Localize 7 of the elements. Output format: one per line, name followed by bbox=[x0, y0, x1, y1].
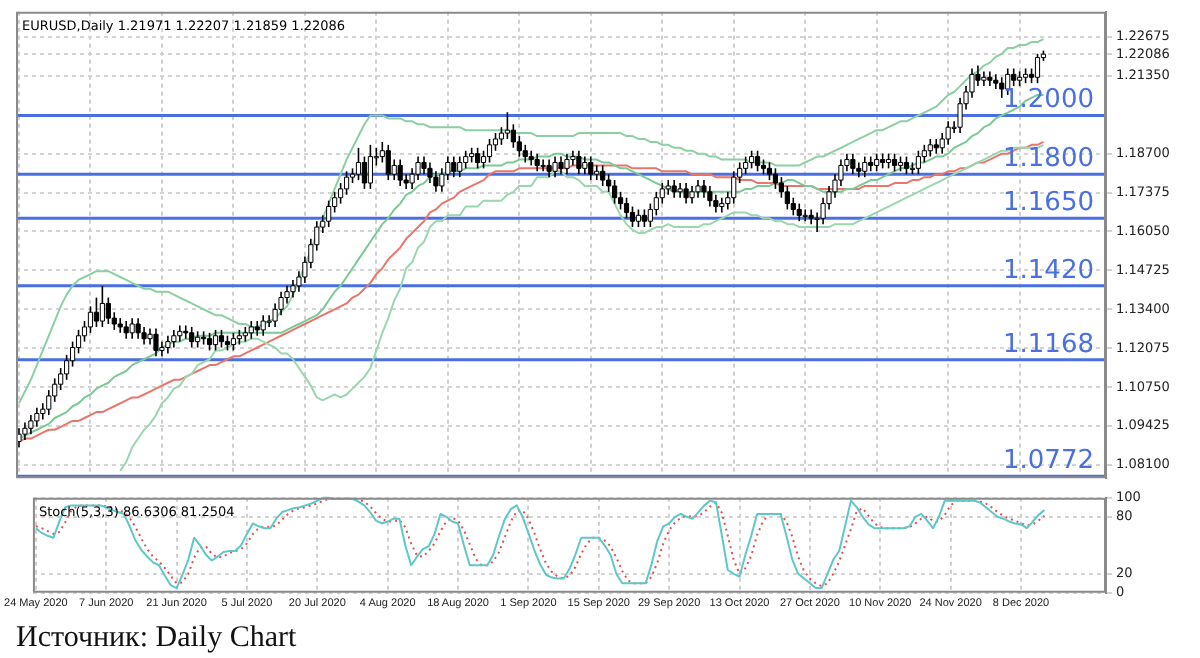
candlestick bbox=[564, 152, 570, 176]
ref-line-label: 1.1168 bbox=[1003, 329, 1094, 360]
ref-line-label: 1.1420 bbox=[1003, 255, 1094, 286]
text: Источник: Daily Chart bbox=[16, 622, 297, 656]
ref-line-label: 1.1800 bbox=[1003, 143, 1094, 174]
ref-line-label: 1.1650 bbox=[1003, 188, 1094, 219]
ref-line-label: 1.0772 bbox=[1003, 445, 1094, 476]
